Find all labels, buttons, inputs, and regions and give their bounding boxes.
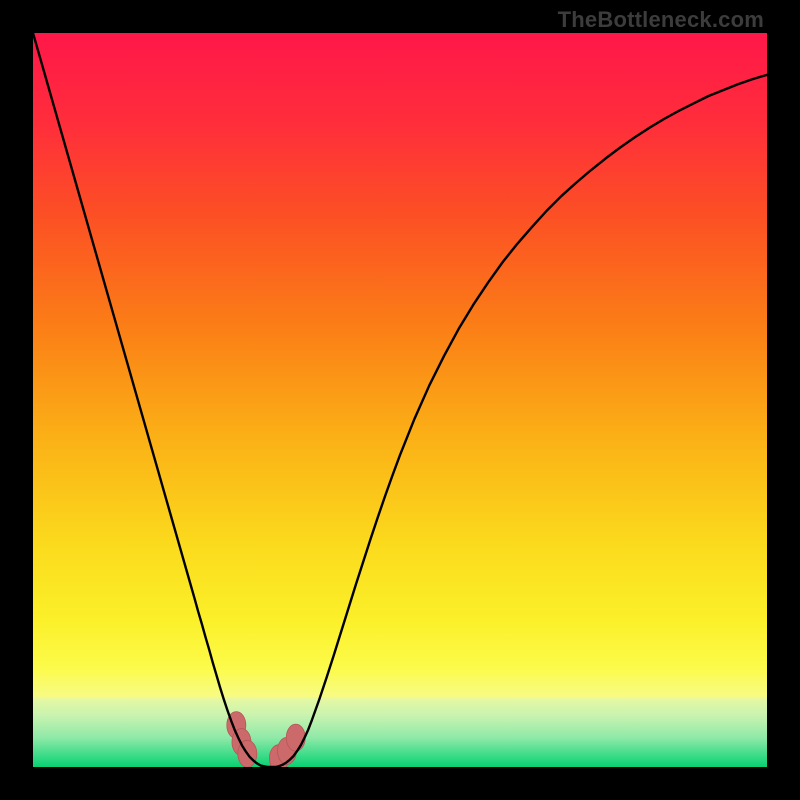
- chart-svg: [33, 33, 767, 767]
- marker-dot: [286, 724, 305, 751]
- chart-frame: TheBottleneck.com: [0, 0, 800, 800]
- plot-area: [33, 33, 767, 767]
- watermark-text: TheBottleneck.com: [558, 7, 764, 33]
- bottleneck-curve: [33, 33, 767, 767]
